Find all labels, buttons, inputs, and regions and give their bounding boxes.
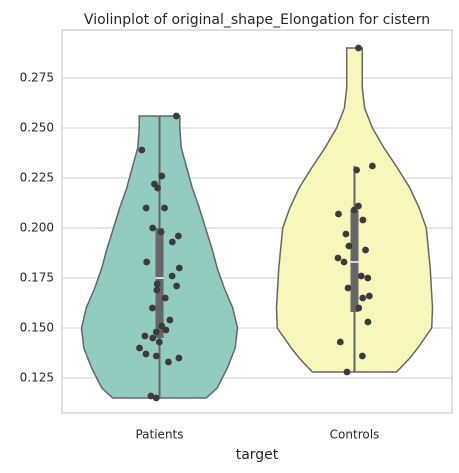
point (358, 352, 366, 360)
point (365, 292, 373, 300)
plot-frame (61, 29, 453, 414)
point (357, 272, 365, 280)
point (172, 112, 180, 120)
point (350, 206, 358, 214)
point (142, 350, 150, 358)
point (175, 354, 183, 362)
y-tick-label: 0.275 (20, 71, 54, 85)
point (364, 274, 372, 282)
point (335, 210, 342, 218)
point (343, 368, 351, 376)
x-axis-label: target (236, 447, 279, 463)
point (152, 352, 160, 360)
point (368, 162, 376, 170)
point (149, 334, 157, 342)
y-tick-label: 0.125 (20, 371, 54, 385)
y-tick-label: 0.250 (20, 121, 54, 135)
point (153, 286, 161, 294)
point (336, 338, 344, 346)
box (350, 210, 359, 312)
x-tick-label: Patients (135, 428, 183, 442)
point (149, 304, 156, 312)
point (153, 280, 161, 288)
point (147, 392, 155, 400)
point (157, 228, 165, 236)
x-tick-label: Controls (330, 428, 380, 442)
point (168, 238, 176, 246)
y-tick-label: 0.150 (20, 321, 54, 335)
point (142, 204, 150, 212)
point (353, 166, 360, 174)
point (161, 294, 169, 302)
point (166, 316, 174, 324)
point (136, 344, 143, 352)
point (152, 394, 160, 402)
point (364, 318, 372, 326)
point (354, 202, 362, 210)
point (344, 284, 352, 292)
point (355, 304, 363, 312)
point (152, 328, 160, 336)
point (143, 258, 151, 266)
point (161, 204, 168, 212)
point (359, 294, 367, 302)
point (345, 242, 353, 250)
point (165, 358, 172, 366)
y-tick-label: 0.225 (20, 171, 54, 185)
point (173, 282, 180, 290)
y-tick-label: 0.200 (20, 221, 54, 235)
point (359, 216, 367, 224)
point (174, 232, 182, 240)
point (340, 258, 348, 266)
point (138, 146, 146, 154)
y-tick-label: 0.175 (20, 271, 54, 285)
point (168, 272, 176, 280)
point (155, 338, 163, 346)
point (334, 254, 342, 262)
point (162, 326, 170, 334)
point (154, 184, 162, 192)
point (175, 264, 183, 272)
point (342, 230, 350, 238)
point (149, 224, 157, 232)
point (158, 172, 166, 180)
point (362, 246, 369, 254)
chart-title: Violinplot of original_shape_Elongation … (84, 12, 430, 28)
point (141, 332, 149, 340)
point (355, 44, 362, 52)
